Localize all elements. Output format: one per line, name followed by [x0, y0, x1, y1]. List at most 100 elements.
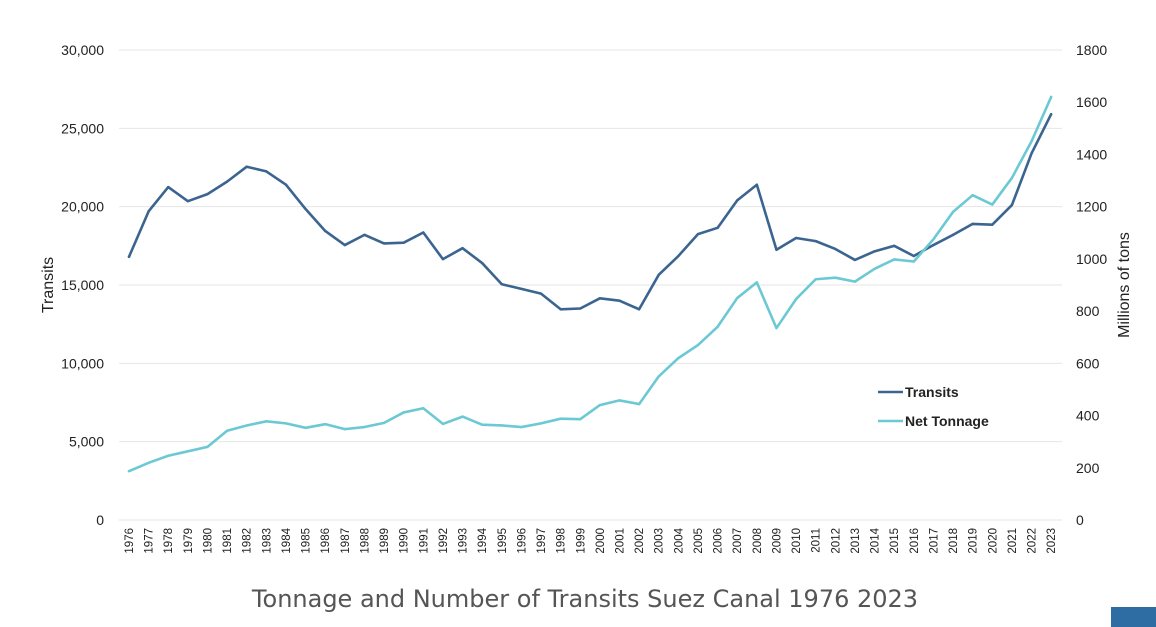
left-axis-ticks: 0 5,000 10,000 15,000 20,000 25,000 30,000	[61, 42, 104, 528]
y2-tick-label: 1800	[1076, 42, 1107, 58]
x-tick-label: 1977	[144, 528, 156, 554]
data-point-net-tonnage	[637, 402, 641, 406]
x-tick-label: 1999	[575, 528, 587, 554]
corner-tab	[1111, 607, 1156, 627]
data-point-net-tonnage	[147, 461, 150, 465]
series-line-transits	[127, 112, 1053, 311]
data-point-net-tonnage	[402, 411, 405, 414]
data-point-transits	[539, 292, 543, 295]
x-tick-label: 1982	[242, 528, 254, 554]
data-point-transits	[834, 247, 837, 251]
data-point-transits	[579, 307, 582, 310]
data-point-net-tonnage	[539, 422, 543, 425]
x-tick-label: 2000	[595, 528, 607, 554]
data-point-net-tonnage	[853, 280, 857, 283]
data-point-net-tonnage	[186, 450, 190, 453]
data-point-net-tonnage	[873, 267, 876, 271]
x-tick-label: 2020	[987, 528, 999, 554]
y2-tick-label: 200	[1076, 460, 1100, 476]
data-point-transits	[343, 243, 347, 247]
data-point-transits	[814, 239, 817, 243]
data-point-net-tonnage	[657, 375, 660, 378]
series-line-net-tonnage	[127, 95, 1053, 473]
data-point-transits	[559, 308, 562, 311]
data-point-net-tonnage	[559, 417, 562, 420]
x-axis-ticks: 1976 1977 1978 1979 1980 1981 1982 1983 1984 1985…	[124, 527, 1058, 553]
data-point-transits	[1049, 113, 1053, 116]
data-point-transits	[696, 232, 700, 236]
data-point-net-tonnage	[598, 403, 602, 407]
y-tick-label: 5,000	[69, 434, 104, 450]
x-tick-label: 2008	[752, 528, 764, 554]
x-tick-label: 2009	[771, 528, 783, 554]
data-point-transits	[1010, 203, 1014, 207]
right-axis-ticks: 0 200 400 600 800 1000 1200 1400 1600 1800	[1076, 42, 1107, 528]
data-point-transits	[991, 223, 994, 226]
data-point-net-tonnage	[834, 276, 837, 279]
data-point-transits	[971, 222, 974, 226]
data-point-net-tonnage	[696, 343, 700, 347]
x-tick-label: 1988	[359, 528, 371, 554]
data-point-net-tonnage	[480, 423, 484, 426]
x-tick-label: 2011	[811, 528, 823, 553]
data-point-transits	[912, 254, 915, 258]
legend-label-transits: Transits	[905, 384, 959, 400]
x-tick-label: 2001	[615, 528, 627, 554]
gridlines	[119, 49, 1062, 521]
x-tick-label: 1992	[438, 528, 450, 554]
data-point-net-tonnage	[167, 454, 170, 457]
data-point-net-tonnage	[520, 425, 523, 429]
x-tick-label: 2004	[673, 527, 685, 553]
data-point-net-tonnage	[284, 422, 288, 425]
data-point-transits	[324, 229, 327, 233]
data-point-transits	[186, 199, 190, 203]
right-axis-title: Millions of tons	[1116, 232, 1133, 338]
data-point-transits	[1030, 152, 1033, 155]
data-point-net-tonnage	[677, 356, 680, 360]
y-tick-label: 15,000	[61, 277, 104, 293]
x-tick-label: 1979	[183, 528, 195, 554]
x-tick-label: 2015	[889, 528, 901, 554]
data-point-transits	[598, 297, 602, 300]
data-point-transits	[618, 299, 621, 302]
legend-label-net-tonnage: Net Tonnage	[905, 413, 989, 429]
y2-tick-label: 1400	[1076, 146, 1107, 162]
data-point-net-tonnage	[304, 426, 307, 430]
x-tick-label: 2014	[870, 527, 882, 553]
x-tick-label: 1996	[516, 528, 528, 554]
data-point-transits	[127, 255, 131, 258]
data-point-net-tonnage	[225, 429, 229, 432]
x-tick-label: 2019	[968, 528, 980, 554]
data-point-net-tonnage	[441, 422, 445, 426]
data-point-transits	[932, 243, 935, 247]
legend: Transits Net Tonnage	[878, 384, 989, 429]
x-tick-label: 2022	[1027, 528, 1039, 554]
x-tick-label: 1989	[379, 528, 391, 554]
data-point-net-tonnage	[892, 258, 896, 261]
data-point-net-tonnage	[814, 278, 817, 281]
data-point-net-tonnage	[363, 425, 366, 429]
data-point-net-tonnage	[382, 421, 386, 425]
data-point-transits	[520, 287, 523, 291]
data-point-transits	[794, 236, 798, 240]
data-point-net-tonnage	[265, 420, 268, 423]
x-tick-label: 1991	[418, 528, 430, 554]
data-point-net-tonnage	[461, 415, 464, 418]
data-point-net-tonnage	[245, 424, 248, 427]
x-tick-label: 2012	[830, 528, 842, 554]
x-tick-label: 1978	[163, 528, 175, 554]
data-point-transits	[382, 242, 386, 245]
data-point-net-tonnage	[912, 260, 915, 263]
data-point-net-tonnage	[127, 469, 131, 473]
y2-tick-label: 1200	[1076, 199, 1107, 215]
data-point-net-tonnage	[343, 427, 347, 431]
x-tick-label: 2010	[791, 528, 803, 554]
data-point-transits	[637, 308, 641, 311]
data-point-transits	[853, 258, 857, 262]
x-tick-label: 1976	[124, 528, 136, 554]
y2-tick-label: 1600	[1076, 94, 1107, 110]
data-point-transits	[147, 210, 150, 213]
data-point-transits	[265, 170, 268, 173]
x-tick-label: 1994	[477, 527, 489, 553]
x-tick-label: 2007	[732, 528, 744, 554]
